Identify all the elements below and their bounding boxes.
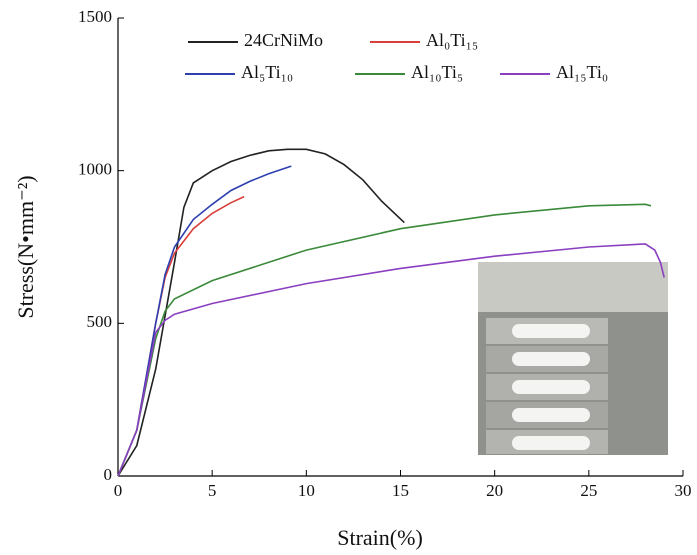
x-tick-label: 10	[298, 481, 315, 500]
legend-label: Al₀Ti₁₅	[426, 30, 478, 50]
legend-label: Al₁₀Ti₅	[411, 62, 463, 82]
inset-photo	[478, 262, 668, 455]
series-line	[117, 165, 292, 477]
photo-gauge	[512, 436, 590, 450]
y-tick-label: 1000	[78, 160, 112, 179]
photo-gauge	[512, 380, 590, 394]
legend-label: Al₅Ti₁₀	[241, 62, 293, 82]
x-axis-label: Strain(%)	[337, 525, 423, 550]
y-tick-label: 1500	[78, 7, 112, 26]
photo-ruler	[478, 262, 668, 312]
x-tick-label: 15	[392, 481, 409, 500]
photo-gauge	[512, 408, 590, 422]
legend-label: Al₁₅Ti₀	[556, 62, 608, 82]
series-line	[117, 203, 652, 477]
y-tick-label: 0	[104, 465, 113, 484]
x-tick-label: 5	[208, 481, 217, 500]
series-line	[117, 148, 405, 477]
x-tick-label: 20	[486, 481, 503, 500]
legend-label: 24CrNiMo	[244, 30, 323, 50]
x-tick-label: 30	[675, 481, 692, 500]
x-tick-label: 0	[114, 481, 123, 500]
photo-gauge	[512, 352, 590, 366]
x-tick-label: 25	[580, 481, 597, 500]
series-line	[117, 243, 665, 477]
y-tick-label: 500	[87, 312, 113, 331]
photo-gauge	[512, 324, 590, 338]
y-axis-label: Stress(N•mm⁻²)	[13, 175, 38, 318]
